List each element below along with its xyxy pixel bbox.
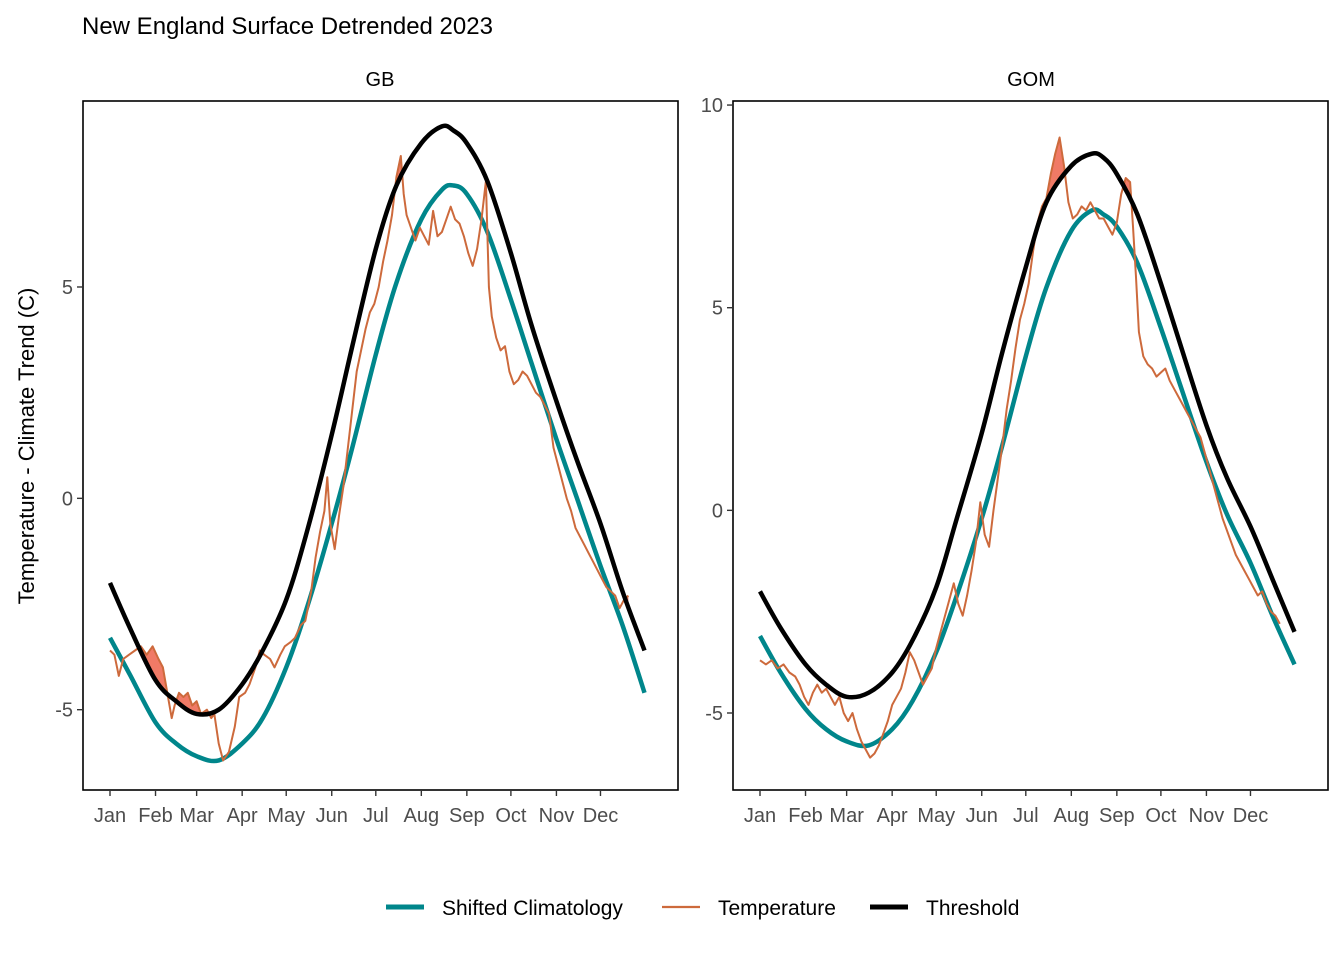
x-tick-label-gom-6: Jul [1013, 805, 1039, 827]
legend: Shifted Climatology Temperature Threshol… [386, 897, 1019, 920]
x-tick-label-gom-3: Apr [877, 805, 908, 827]
series-line-climatology-gom [758, 207, 1297, 749]
panel-gom: GOM -5 0 5 10 Jan Feb Mar Apr May Jun Jul Aug Sep Oct… [701, 69, 1329, 827]
x-tick-label-gb-8: Sep [449, 805, 485, 827]
series-line-threshold-gb [107, 123, 647, 717]
x-tick-label-gom-5: Jun [966, 805, 998, 827]
x-tick-label-gom-11: Dec [1233, 805, 1269, 827]
x-tick-label-gom-8: Sep [1099, 805, 1135, 827]
y-tick-label-gom-3: 10 [701, 95, 723, 117]
x-tick-label-gom-2: Mar [829, 805, 864, 827]
panel-title-gb: GB [366, 69, 395, 91]
series-line-temperature-gb [109, 155, 630, 762]
x-tick-label-gb-1: Feb [138, 805, 172, 827]
panel-title-gom: GOM [1007, 69, 1055, 91]
legend-label-temperature: Temperature [718, 897, 836, 920]
panel-frame-gb [82, 100, 679, 791]
x-tick-label-gom-4: May [917, 805, 955, 827]
chart-title: New England Surface Detrended 2023 [82, 13, 493, 40]
y-tick-label-gom-1: 0 [712, 500, 723, 522]
x-tick-label-gom-0: Jan [744, 805, 776, 827]
y-axis-label: Temperature - Climate Trend (C) [14, 288, 39, 605]
x-tick-label-gom-10: Nov [1189, 805, 1225, 827]
x-tick-label-gb-2: Mar [179, 805, 214, 827]
panel-frame-gom [732, 100, 1329, 791]
y-tick-label-gb-1: 0 [62, 488, 73, 510]
series-line-climatology-gb [108, 182, 647, 764]
x-tick-label-gb-9: Oct [495, 805, 527, 827]
series-line-temperature-gom [759, 136, 1281, 759]
series-line-threshold-gom [758, 151, 1297, 700]
x-tick-label-gb-3: Apr [227, 805, 258, 827]
x-tick-label-gb-6: Jul [363, 805, 389, 827]
x-tick-label-gb-7: Aug [404, 805, 440, 827]
x-tick-label-gom-9: Oct [1145, 805, 1177, 827]
exceedance-area-gb-0 [140, 646, 167, 692]
y-tick-label-gom-2: 5 [712, 298, 723, 320]
panel-gb: GB -5 0 5 Jan Feb Mar Apr May Jun Jul Aug Sep Oct Nov… [55, 69, 679, 827]
legend-label-climatology: Shifted Climatology [442, 897, 623, 920]
exceedance-area-gb-1 [176, 692, 201, 714]
x-tick-label-gb-10: Nov [539, 805, 575, 827]
x-tick-label-gb-11: Dec [583, 805, 619, 827]
x-tick-label-gom-1: Feb [788, 805, 822, 827]
x-tick-label-gb-5: Jun [316, 805, 348, 827]
x-tick-label-gb-0: Jan [94, 805, 126, 827]
x-tick-label-gom-7: Aug [1054, 805, 1090, 827]
y-tick-label-gb-2: 5 [62, 277, 73, 299]
legend-label-threshold: Threshold [926, 897, 1019, 920]
x-tick-label-gb-4: May [267, 805, 305, 827]
y-tick-label-gom-0: -5 [705, 703, 723, 725]
y-tick-label-gb-0: -5 [55, 700, 73, 722]
